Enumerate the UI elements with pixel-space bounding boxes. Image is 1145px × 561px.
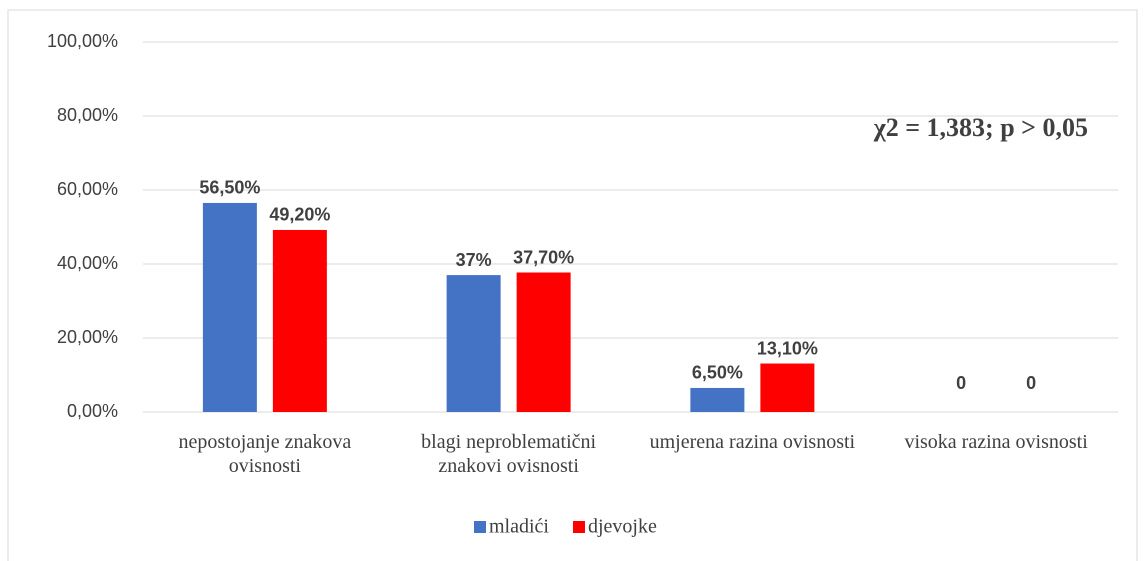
- annotation: χ2 = 1,383; p > 0,05: [873, 113, 1088, 142]
- bar: [202, 202, 257, 412]
- legend-swatch: [474, 521, 486, 533]
- bar: [690, 387, 745, 412]
- bar: [446, 275, 501, 412]
- legend-swatch: [572, 521, 585, 533]
- chart-border: [7, 9, 1138, 561]
- x-tick-label: visoka razina ovisnosti: [904, 431, 1088, 453]
- data-label: 6,50%: [692, 363, 743, 383]
- y-tick-label: 80,00%: [57, 105, 118, 125]
- legend-label: djevojke: [588, 516, 657, 538]
- bar: [272, 229, 327, 412]
- data-label: 13,10%: [757, 338, 818, 358]
- data-label: 56,50%: [199, 178, 260, 198]
- y-tick-label: 60,00%: [57, 179, 118, 199]
- data-label: 37%: [456, 250, 492, 270]
- data-label: 49,20%: [269, 205, 330, 225]
- legend-label: mladići: [489, 516, 549, 538]
- y-tick-label: 40,00%: [57, 253, 118, 273]
- y-tick-label: 20,00%: [57, 327, 118, 347]
- y-tick-label: 100,00%: [47, 31, 118, 51]
- y-tick-label: 0,00%: [67, 401, 118, 421]
- data-label: 37,70%: [513, 247, 574, 267]
- data-label: 0: [1026, 373, 1036, 393]
- x-tick-label: blagi neproblematični znakovi ovisnosti: [421, 431, 597, 477]
- bar: [760, 363, 815, 412]
- data-label: 0: [956, 373, 966, 393]
- x-tick-label: nepostojanje znakova ovisnosti: [178, 431, 352, 477]
- bar: [516, 272, 571, 412]
- x-tick-label: umjerena razina ovisnosti: [649, 431, 856, 453]
